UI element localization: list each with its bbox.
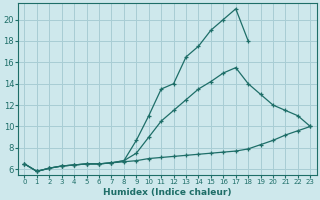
X-axis label: Humidex (Indice chaleur): Humidex (Indice chaleur) [103,188,232,197]
